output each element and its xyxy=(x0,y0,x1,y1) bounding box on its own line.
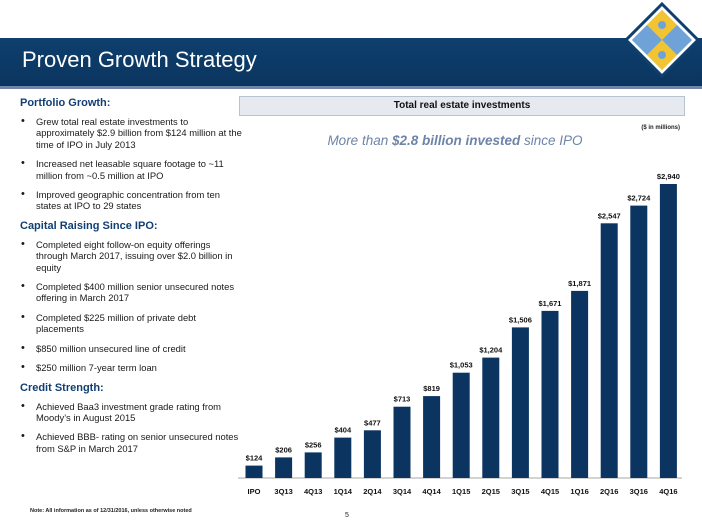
page-title: Proven Growth Strategy xyxy=(22,47,257,72)
x-tick-label: 2Q16 xyxy=(600,487,618,496)
section-heading: Credit Strength: xyxy=(20,381,104,394)
bar-2q16 xyxy=(600,223,618,478)
x-tick-label: 3Q16 xyxy=(630,487,648,496)
data-label: $1,671 xyxy=(539,299,562,308)
x-tick-label: 4Q15 xyxy=(541,487,559,496)
data-label: $2,940 xyxy=(657,172,680,181)
x-tick-label: 4Q16 xyxy=(659,487,677,496)
x-tick-label: 2Q15 xyxy=(482,487,500,496)
subtitle-bold: $2.8 billion invested xyxy=(391,133,521,148)
bar-3q14 xyxy=(393,406,411,478)
bullet-item: Completed $400 million senior unsecured … xyxy=(20,281,242,304)
bullet-item: $250 million 7-year term loan xyxy=(20,362,242,374)
bar-4q16 xyxy=(659,184,677,478)
chart-units-label: ($ in millions) xyxy=(641,125,680,131)
bullet-item: Completed eight follow-on equity offerin… xyxy=(20,239,242,273)
data-label: $1,506 xyxy=(509,315,532,324)
data-label: $124 xyxy=(246,454,264,463)
bar-3q16 xyxy=(630,205,648,478)
data-label: $819 xyxy=(423,384,440,393)
page-number: 5 xyxy=(345,512,349,519)
bar-4q15 xyxy=(541,310,559,478)
data-label: $1,871 xyxy=(568,279,591,288)
puzzle-diamond-logo-icon xyxy=(623,1,701,79)
bar-3q13 xyxy=(275,457,293,478)
x-tick-label: IPO xyxy=(248,487,261,496)
x-tick-label: 3Q14 xyxy=(393,487,412,496)
x-tick-label: 3Q13 xyxy=(274,487,292,496)
bullet-item: Grew total real estate investments to ap… xyxy=(20,116,242,150)
bullet-item: Achieved BBB- rating on senior unsecured… xyxy=(20,431,242,454)
section-heading: Portfolio Growth: xyxy=(20,97,111,109)
bar-chart: $124 IPO $206 3Q13 $256 4Q13 $404 1Q14 $477 2Q14 $… xyxy=(238,172,682,496)
bar-4q14 xyxy=(423,396,441,478)
section-portfolio-growth: Portfolio Growth: Grew total real estate… xyxy=(20,97,242,212)
subtitle-pre: More than xyxy=(327,133,392,148)
section-heading: Capital Raising Since IPO: xyxy=(20,219,158,232)
title-bar xyxy=(0,38,702,86)
bar-ipo xyxy=(245,465,263,478)
data-label: $713 xyxy=(394,395,411,404)
data-label: $2,547 xyxy=(598,211,621,220)
bar-2q15 xyxy=(482,357,500,478)
footnote: Note: All information as of 12/31/2016, … xyxy=(30,508,192,514)
data-label: $2,724 xyxy=(627,194,651,203)
bar-1q14 xyxy=(334,437,352,478)
title-underline xyxy=(0,86,702,89)
data-label: $256 xyxy=(305,440,322,449)
bullet-item: Achieved Baa3 investment grade rating fr… xyxy=(20,401,242,424)
x-tick-label: 1Q15 xyxy=(452,487,470,496)
data-label: $477 xyxy=(364,418,381,427)
bar-1q15 xyxy=(452,372,470,478)
section-capital-raising: Capital Raising Since IPO: Completed eig… xyxy=(20,220,242,374)
x-tick-label: 1Q14 xyxy=(334,487,353,496)
bullet-item: Improved geographic concentration from t… xyxy=(20,189,242,212)
x-tick-label: 1Q16 xyxy=(570,487,588,496)
bar-1q16 xyxy=(571,290,589,478)
x-tick-label: 3Q15 xyxy=(511,487,529,496)
chart-title-banner: Total real estate investments xyxy=(239,96,685,116)
bullet-item: Increased net leasable square footage to… xyxy=(20,158,242,181)
x-tick-label: 4Q13 xyxy=(304,487,322,496)
data-label: $1,053 xyxy=(450,361,473,370)
bullet-item: $850 million unsecured line of credit xyxy=(20,343,242,355)
bar-4q13 xyxy=(304,452,322,478)
x-tick-label: 2Q14 xyxy=(363,487,382,496)
left-column: Portfolio Growth: Grew total real estate… xyxy=(20,97,242,462)
subtitle-post: since IPO xyxy=(520,133,583,148)
data-label: $206 xyxy=(275,445,292,454)
section-credit-strength: Credit Strength: Achieved Baa3 investmen… xyxy=(20,382,242,455)
x-tick-label: 4Q14 xyxy=(422,487,441,496)
bar-2q14 xyxy=(363,430,381,478)
chart-subtitle: More than $2.8 billion invested since IP… xyxy=(240,133,670,148)
data-label: $1,204 xyxy=(479,346,503,355)
data-label: $404 xyxy=(334,426,352,435)
bar-3q15 xyxy=(511,327,529,478)
bullet-item: Completed $225 million of private debt p… xyxy=(20,312,242,335)
